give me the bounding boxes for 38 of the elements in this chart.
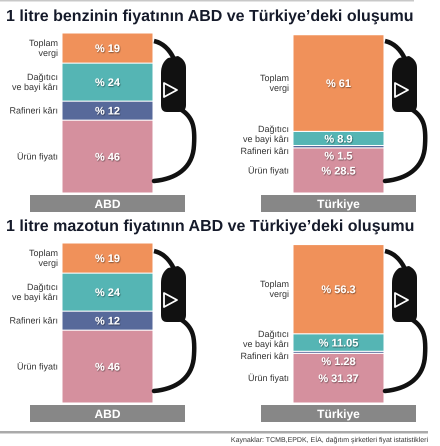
x-tick-label: ABD [94, 197, 121, 211]
chart-title: 1 litre benzinin fiyatının ABD ve Türkiye’deki oluşumu [6, 8, 414, 25]
text: Rafineri kârı [240, 146, 289, 156]
data-label: % 31.37 [318, 373, 359, 386]
series-label: Toplam vergi [28, 248, 58, 268]
data-label: % 12 [94, 316, 120, 328]
series-label: Dağıtıcı ve bayi kârı [12, 282, 58, 302]
data-label: % 11.05 [318, 338, 358, 350]
series-label: Toplam vergi [28, 38, 58, 58]
series-label: Dağıtıcı ve bayi kârı [12, 72, 58, 92]
x-tick-label: Türkiye [317, 407, 360, 421]
data-label: % 61 [326, 78, 352, 90]
chart-title: 1 litre mazotun fiyatının ABD ve Türkiye’deki oluşumu [6, 218, 414, 235]
data-label: % 19 [94, 43, 120, 56]
data-label: % 19 [94, 253, 120, 266]
series-label: Rafineri kârı [9, 106, 58, 116]
data-label: % 28.5 [321, 165, 356, 178]
data-label: % 12 [94, 106, 120, 118]
data-label: % 46 [94, 362, 120, 374]
series-label: Ürün fiyatı [16, 152, 58, 162]
data-label: % 1.5 [324, 150, 353, 162]
x-tick-label: Türkiye [317, 197, 360, 211]
text: Toplam vergi [260, 279, 289, 300]
data-label: % 1.28 [321, 356, 356, 368]
data-label: % 24 [94, 77, 121, 90]
text: Toplam vergi [260, 73, 289, 94]
text: Rafineri kârı [240, 350, 289, 361]
data-label: % 56.3 [321, 284, 356, 296]
series-label: Rafineri kârı [9, 316, 58, 326]
text: Dağıtıcı ve bayi kârı [242, 124, 289, 144]
x-tick-label: ABD [94, 407, 121, 421]
text: Ürün fiyatı [248, 165, 289, 176]
data-label: % 46 [94, 152, 120, 164]
text: Ürün fiyatı [248, 373, 289, 384]
data-label: % 24 [94, 287, 121, 300]
text: Dağıtıcı ve bayi kârı [242, 328, 289, 349]
series-label: Ürün fiyatı [16, 362, 58, 372]
data-label: % 8.9 [324, 133, 353, 146]
